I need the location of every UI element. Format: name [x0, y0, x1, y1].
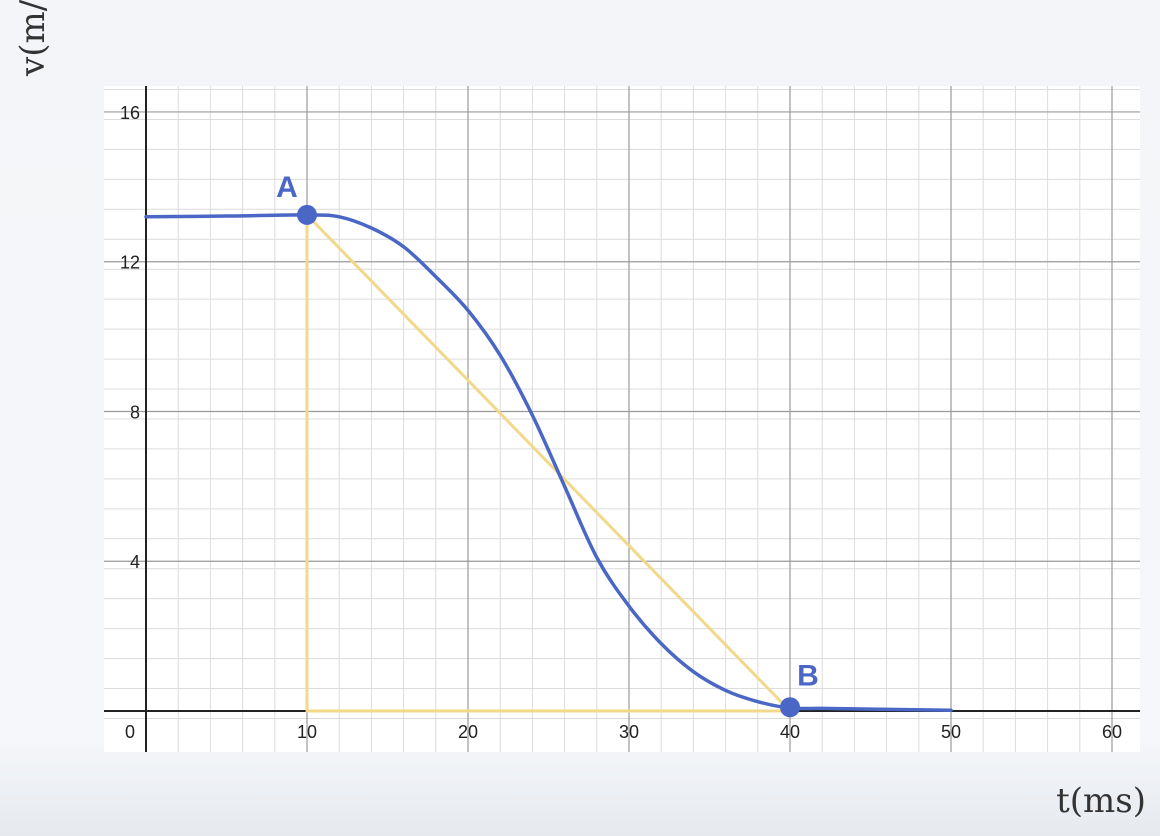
x-axis-title-text: t(ms)	[1056, 781, 1146, 821]
x-tick-label: 50	[941, 722, 961, 742]
x-tick-label: 30	[619, 722, 639, 742]
point-b	[780, 697, 800, 718]
point-a	[297, 204, 317, 225]
x-axis-title: t(ms)	[1056, 781, 1146, 821]
tick-labels: 0 10 20 30 40 50 60 4 8 12 16	[120, 103, 1122, 742]
y-tick-label: 8	[130, 402, 140, 422]
triangle-outline	[305, 213, 792, 713]
x-tick-label: 0	[125, 722, 135, 742]
y-tick-label: 16	[120, 103, 140, 123]
x-tick-label: 10	[297, 722, 317, 742]
y-axis-title-text: v(m/s)	[13, 0, 53, 77]
y-tick-label: 4	[130, 552, 140, 572]
marked-points: AB	[276, 171, 819, 718]
slope-triangle	[305, 213, 792, 713]
x-tick-label: 60	[1102, 722, 1122, 742]
y-tick-label: 12	[120, 253, 140, 273]
point-label-b: B	[797, 659, 819, 692]
point-label-a: A	[276, 171, 298, 204]
x-tick-label: 40	[780, 722, 800, 742]
x-tick-label: 20	[458, 722, 478, 742]
y-axis-title: v(m/s)	[13, 0, 53, 77]
